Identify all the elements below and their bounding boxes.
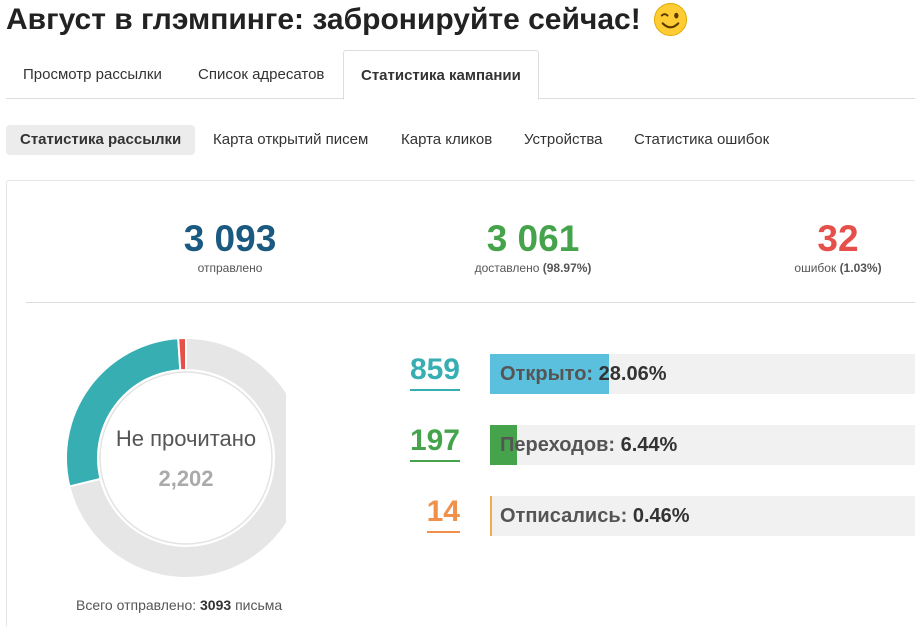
read-status-donut <box>66 336 286 579</box>
kpi-sent: 3 093 отправлено <box>130 218 330 276</box>
unsubscribed-bar-fill <box>490 496 492 536</box>
donut-center: Не прочитано 2,202 <box>66 426 306 492</box>
kpi-delivered-label: доставлено (98.97%) <box>474 261 592 275</box>
clicks-bar-track: Переходов: 6.44% <box>490 425 915 465</box>
opened-count-link[interactable]: 859 <box>409 353 460 391</box>
unsubscribed-bar-label: Отписались: 0.46% <box>500 505 690 527</box>
main-tabs: Просмотр рассылки Список адресатов Стати… <box>6 50 915 100</box>
unsubscribed-bar-track: Отписались: 0.46% <box>490 496 915 536</box>
kpi-delivered-value: 3 061 <box>486 218 580 259</box>
clicks-count-link[interactable]: 197 <box>409 424 460 462</box>
stats-panel <box>6 180 915 626</box>
opened-bar-track: Открыто: 28.06% <box>490 354 915 394</box>
page-title: Август в глэмпинге: забронируйте сейчас! <box>6 2 688 37</box>
donut-segment-errors <box>177 336 187 372</box>
opened-bar-fill <box>490 354 610 394</box>
kpi-divider <box>26 302 915 303</box>
kpi-errors-label: ошибок (1.03%) <box>794 261 882 275</box>
kpi-errors: 32 ошибок (1.03%) <box>738 218 915 276</box>
subtab-error-stats[interactable]: Статистика ошибок <box>634 131 770 148</box>
stat-row-opened: 859 Открыто: 28.06% <box>390 353 915 395</box>
stat-row-unsubscribed: 14 Отписались: 0.46% <box>390 495 915 537</box>
kpi-sent-label: отправлено <box>197 261 263 275</box>
donut-center-label: Не прочитано <box>115 426 257 451</box>
subtab-click-map[interactable]: Карта кликов <box>401 131 493 148</box>
total-sent-caption: Всего отправлено: 3093 письма <box>76 597 283 613</box>
tab-mail-preview[interactable]: Просмотр рассылки <box>23 66 162 83</box>
page-title-text: Август в глэмпинге: забронируйте сейчас! <box>6 2 641 36</box>
donut-center-value: 2,202 <box>158 466 214 491</box>
kpi-delivered: 3 061 доставлено (98.97%) <box>433 218 633 276</box>
kpi-sent-value: 3 093 <box>183 218 277 259</box>
subtab-open-map[interactable]: Карта открытий писем <box>213 131 369 148</box>
donut-inner-ring <box>99 371 273 545</box>
unsubscribed-count-link[interactable]: 14 <box>426 495 460 533</box>
stat-row-clicks: 197 Переходов: 6.44% <box>390 424 915 466</box>
wink-emoji-icon <box>653 2 687 37</box>
tab-campaign-stats[interactable]: Статистика кампании <box>343 50 539 100</box>
subtab-mailing-stats[interactable]: Статистика рассылки <box>6 125 196 155</box>
subtab-devices[interactable]: Устройства <box>524 131 603 148</box>
clicks-bar-fill <box>490 425 518 465</box>
donut-segment-unread <box>68 336 286 579</box>
tab-recipient-list[interactable]: Список адресатов <box>198 66 325 83</box>
opened-bar-label: Открыто: 28.06% <box>500 363 667 385</box>
clicks-bar-label: Переходов: 6.44% <box>500 434 678 456</box>
kpi-errors-value: 32 <box>817 218 859 259</box>
